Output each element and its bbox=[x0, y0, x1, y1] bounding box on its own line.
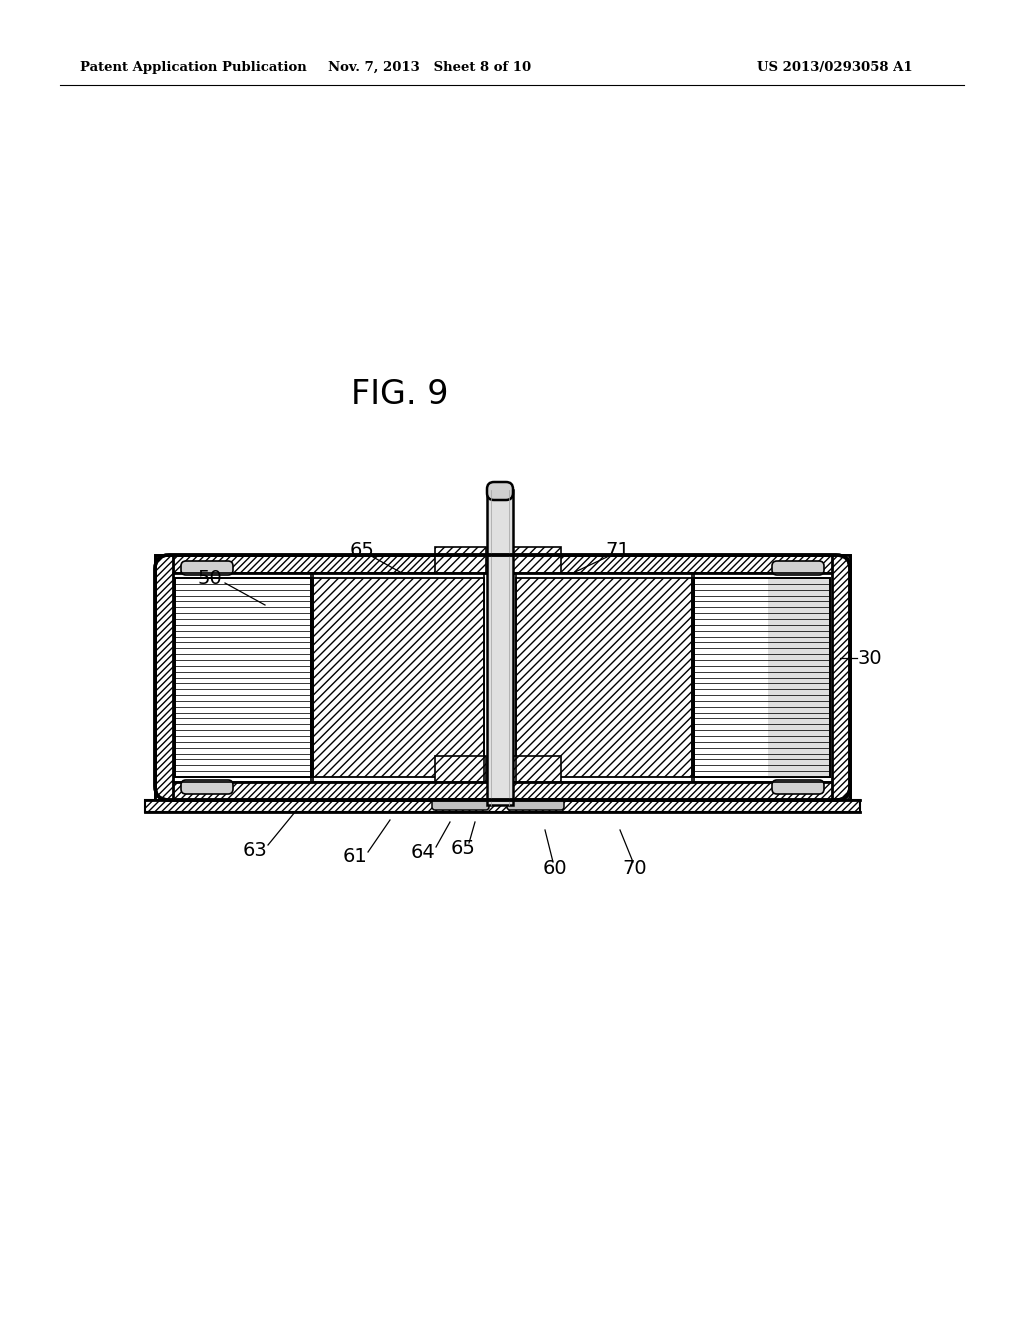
Bar bbox=[510, 756, 561, 781]
FancyBboxPatch shape bbox=[772, 780, 824, 795]
FancyBboxPatch shape bbox=[507, 799, 564, 810]
Bar bbox=[175, 578, 311, 777]
Bar bbox=[435, 546, 486, 573]
Text: 63: 63 bbox=[243, 841, 267, 859]
Bar bbox=[145, 800, 860, 812]
Text: 64: 64 bbox=[411, 842, 435, 862]
Bar bbox=[516, 578, 692, 777]
Text: 71: 71 bbox=[605, 541, 631, 561]
Bar bbox=[694, 578, 830, 777]
Text: 50: 50 bbox=[198, 569, 222, 587]
Bar bbox=[831, 554, 850, 800]
Text: 70: 70 bbox=[623, 858, 647, 878]
Bar bbox=[435, 756, 486, 781]
Bar bbox=[694, 578, 830, 777]
Bar bbox=[155, 554, 173, 800]
FancyBboxPatch shape bbox=[487, 482, 513, 500]
Text: Patent Application Publication: Patent Application Publication bbox=[80, 61, 307, 74]
FancyBboxPatch shape bbox=[181, 780, 233, 795]
Bar bbox=[768, 578, 829, 777]
Bar bbox=[155, 554, 850, 573]
Text: 61: 61 bbox=[343, 847, 368, 866]
Bar bbox=[313, 578, 484, 777]
Text: US 2013/0293058 A1: US 2013/0293058 A1 bbox=[757, 61, 912, 74]
Text: 65: 65 bbox=[349, 541, 375, 561]
Bar bbox=[173, 573, 831, 781]
Bar bbox=[155, 781, 850, 800]
FancyBboxPatch shape bbox=[772, 561, 824, 576]
Text: 60: 60 bbox=[543, 858, 567, 878]
Text: 65: 65 bbox=[451, 838, 475, 858]
Bar bbox=[510, 546, 561, 573]
FancyBboxPatch shape bbox=[432, 799, 489, 810]
Bar bbox=[175, 578, 311, 777]
Bar bbox=[487, 490, 513, 805]
FancyBboxPatch shape bbox=[181, 561, 233, 576]
Text: FIG. 9: FIG. 9 bbox=[351, 379, 449, 412]
Text: 30: 30 bbox=[858, 648, 883, 668]
Text: Nov. 7, 2013   Sheet 8 of 10: Nov. 7, 2013 Sheet 8 of 10 bbox=[329, 61, 531, 74]
